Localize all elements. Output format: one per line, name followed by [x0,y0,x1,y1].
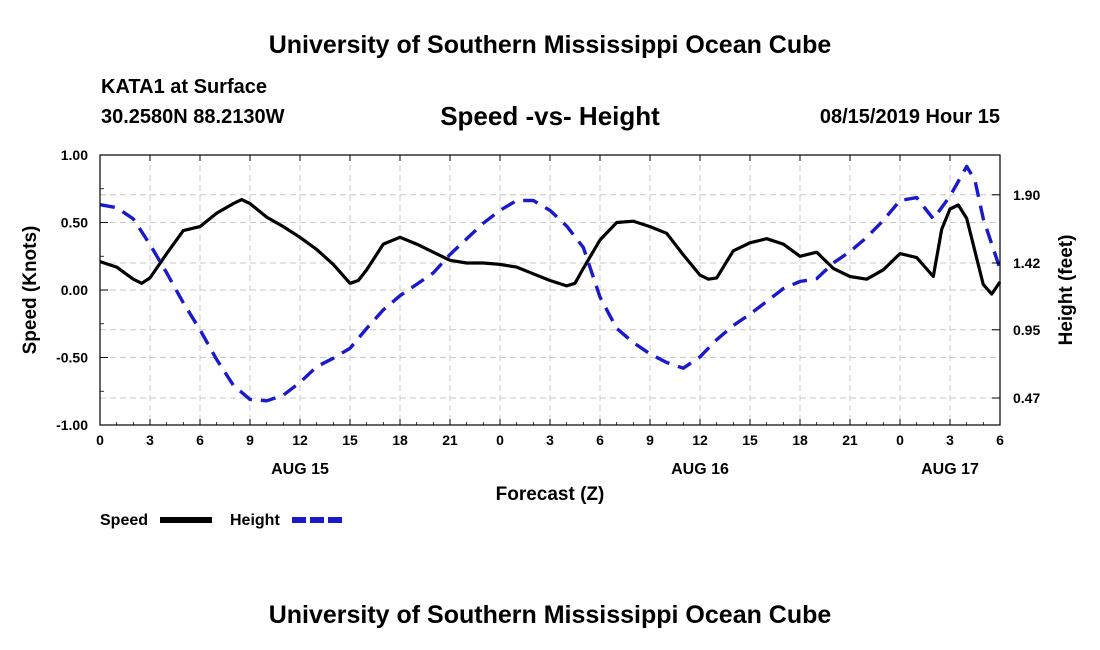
x-tick-label: 0 [896,432,904,448]
chart-legend: Speed Height [100,512,342,529]
chart-series [99,164,1002,403]
x-tick-label: 6 [996,432,1004,448]
y-right-tick-label: 1.42 [1013,255,1040,271]
forecast-datetime: 08/15/2019 Hour 15 [819,106,1000,128]
x-tick-label: 21 [442,432,458,448]
legend-speed-label: Speed [100,512,148,529]
y-left-tick-label: 1.00 [61,147,88,163]
y-right-tick-label: 0.95 [1013,322,1040,338]
y-left-tick-label: 0.00 [61,282,88,298]
x-tick-label: 9 [246,432,254,448]
legend-height-label: Height [230,512,280,529]
page-title: University of Southern Mississippi Ocean… [268,31,832,59]
chart-subtitle: Speed -vs- Height [440,101,660,131]
y-right-axis-title: Height (feet) [1056,235,1077,346]
x-tick-label: 15 [342,432,358,448]
x-tick-label: 12 [292,432,308,448]
x-axis-title: Forecast (Z) [496,484,605,505]
chart-axes: 0 3 6 9 12 15 18 21 0 3 6 9 12 15 18 21 0 3 6 -1.00 -0.50 0.0… [20,147,1077,505]
chart-grid [100,155,1000,425]
x-tick-label: 6 [196,432,204,448]
y-left-tick-label: -0.50 [56,350,88,366]
x-tick-label: 3 [946,432,954,448]
day-label: AUG 15 [271,461,329,478]
day-label: AUG 16 [671,461,729,478]
x-tick-label: 0 [496,432,504,448]
x-tick-label: 21 [842,432,858,448]
day-label: AUG 17 [921,461,979,478]
y-right-tick-label: 1.90 [1013,187,1040,203]
x-tick-label: 18 [792,432,808,448]
x-tick-label: 15 [742,432,758,448]
x-tick-label: 3 [146,432,154,448]
x-tick-label: 9 [646,432,654,448]
x-tick-label: 12 [692,432,708,448]
y-left-tick-label: -1.00 [56,417,88,433]
station-coordinates: 30.2580N 88.2130W [101,106,285,128]
y-left-axis-title: Speed (Knots) [20,226,41,355]
x-tick-label: 3 [546,432,554,448]
speed-series-line [99,198,1002,296]
x-tick-label: 18 [392,432,408,448]
x-tick-label: 0 [96,432,104,448]
height-series-line [99,164,1002,403]
x-tick-label: 6 [596,432,604,448]
station-name: KATA1 at Surface [101,76,267,98]
y-right-tick-label: 0.47 [1013,390,1040,406]
y-left-tick-label: 0.50 [61,215,88,231]
footer-title: University of Southern Mississippi Ocean… [268,601,832,629]
